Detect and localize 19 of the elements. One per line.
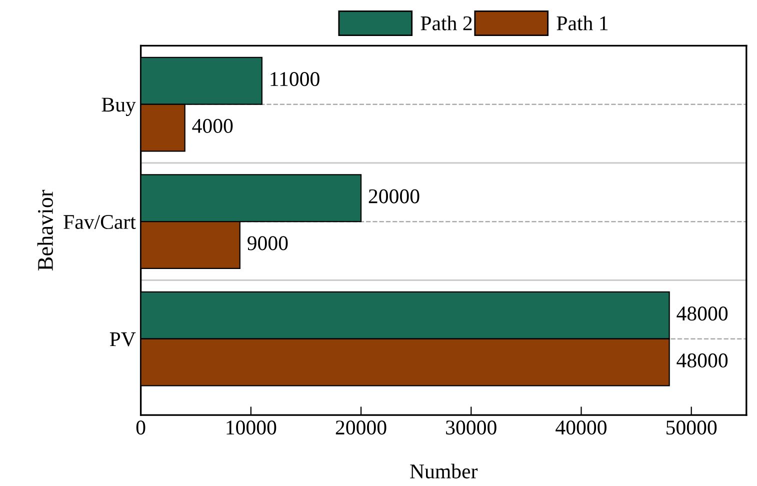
y-axis-title: Behavior xyxy=(37,190,53,270)
y-tick-label: PV xyxy=(110,332,136,346)
x-tick-label: 40000 xyxy=(556,420,606,435)
x-tick-label: 30000 xyxy=(446,420,496,435)
x-tick-label: 0 xyxy=(136,420,146,435)
data-label: 11000 xyxy=(270,72,320,86)
data-label: 48000 xyxy=(676,353,728,368)
data-label: 20000 xyxy=(368,189,420,204)
data-label: 4000 xyxy=(192,118,233,133)
x-axis-title: Number xyxy=(410,464,478,478)
y-tick-label: Fav/Cart xyxy=(64,215,136,230)
x-tick-label: 10000 xyxy=(226,420,276,435)
legend-label: Path 2 xyxy=(420,16,472,30)
data-label: 48000 xyxy=(676,306,728,321)
data-label: 9000 xyxy=(248,236,288,250)
x-tick-label: 20000 xyxy=(336,420,386,435)
legend-label: Path 1 xyxy=(556,16,608,30)
y-tick-label: Buy xyxy=(102,98,136,116)
x-tick-label: 50000 xyxy=(666,420,717,435)
